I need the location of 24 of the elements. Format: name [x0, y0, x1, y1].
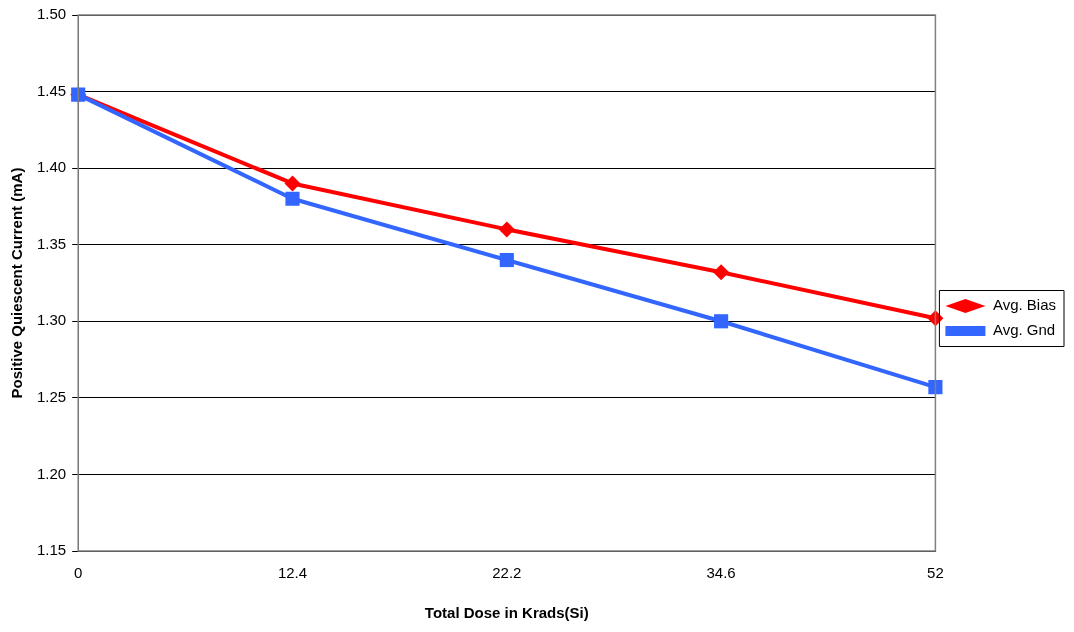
y-tick-label: 1.30 — [36, 311, 67, 329]
x-tick-label: 22.2 — [492, 564, 522, 582]
point — [498, 221, 515, 238]
y-axis-title: Positive Quiescent Current (mA) — [8, 167, 26, 399]
y-tick-label: 1.15 — [36, 541, 67, 559]
x-tick-label: 12.4 — [277, 564, 308, 582]
y-tick-label: 1.45 — [36, 81, 67, 99]
y-tick-label: 1.50 — [36, 5, 67, 23]
y-tick-label: 1.35 — [36, 234, 67, 252]
x-tick-label: 52 — [927, 564, 944, 582]
legend-label: Avg. Bias — [992, 296, 1056, 314]
y-tick-label: 1.40 — [36, 158, 67, 176]
y-tick-label: 1.20 — [36, 464, 67, 482]
point — [284, 175, 301, 192]
point — [713, 264, 730, 281]
x-tick-label: 34.6 — [706, 564, 736, 582]
y-tick-label: 1.25 — [36, 388, 67, 405]
point — [285, 191, 300, 206]
point — [714, 314, 729, 329]
x-tick-label: 0 — [74, 564, 83, 582]
point — [499, 252, 514, 268]
x-axis-title: Total Dose in Krads(Si) — [424, 604, 589, 622]
point — [928, 380, 943, 395]
legend-label: Avg. Gnd — [992, 321, 1056, 339]
